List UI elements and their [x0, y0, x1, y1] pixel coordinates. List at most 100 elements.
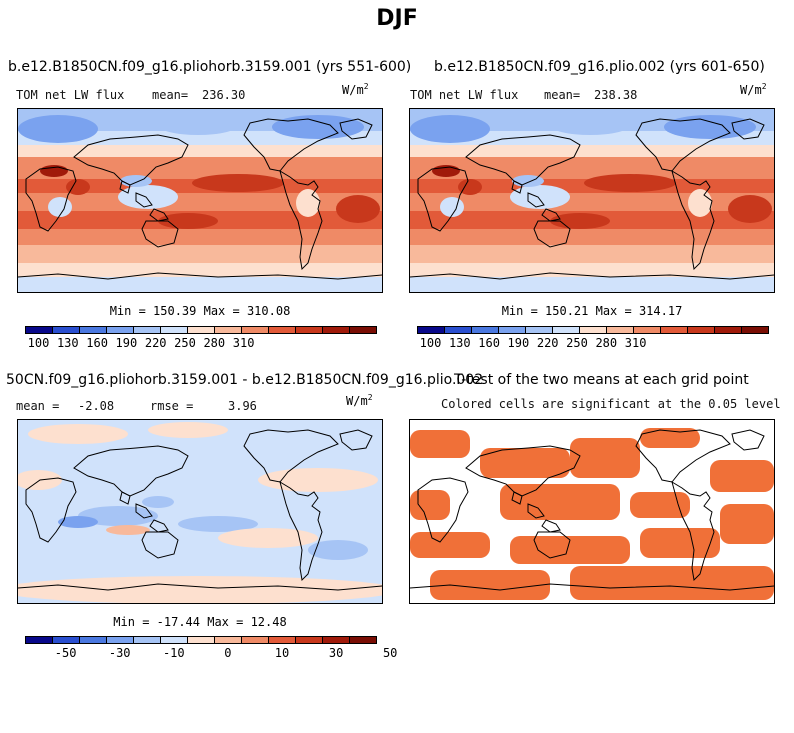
colorbar-swatch [553, 327, 580, 333]
coastline [635, 429, 731, 483]
panel1-variable: TOM net LW flux [16, 88, 125, 102]
colorbar-swatch [742, 327, 768, 333]
coastline [25, 477, 77, 543]
coastline [141, 531, 179, 559]
coastline [511, 491, 523, 505]
colorbar-tick-label: 100 [419, 336, 442, 350]
significant-region [430, 570, 550, 600]
panel2-mean-label: mean= [544, 88, 581, 102]
colorbar-swatch [188, 327, 215, 333]
coastline [671, 169, 715, 271]
panel4-subtitle: Colored cells are significant at the 0.0… [441, 397, 781, 411]
field-band [18, 277, 382, 292]
significant-region [410, 430, 470, 458]
colorbar-swatch [215, 327, 242, 333]
field-band [410, 277, 774, 292]
colorbar-swatch [526, 327, 553, 333]
significant-region [640, 428, 700, 448]
coastline [119, 180, 131, 194]
colorbar-swatch [242, 637, 269, 643]
field-blob [410, 115, 490, 143]
field-base [18, 420, 382, 603]
colorbar-tick-label: 220 [144, 336, 167, 350]
panel4-map [409, 419, 775, 604]
coastline [417, 166, 469, 232]
colorbar-swatch [661, 327, 688, 333]
coastline [671, 480, 715, 582]
colorbar-swatch [269, 327, 296, 333]
panel3-mean-value: -2.08 [78, 399, 115, 413]
field-blob [78, 506, 158, 526]
panel2-colorbar [417, 326, 769, 334]
colorbar-tick-label: 220 [536, 336, 559, 350]
panel1-colorbar [25, 326, 377, 334]
colorbar-swatch [688, 327, 715, 333]
coastline [243, 429, 339, 483]
significant-region [510, 536, 630, 564]
colorbar-tick-label: 190 [507, 336, 530, 350]
coastline [279, 169, 323, 271]
field-blob [308, 540, 368, 560]
significant-region [410, 532, 490, 558]
panel1-map [17, 108, 383, 293]
colorbar-swatch [134, 327, 161, 333]
colorbar-tick-label: 280 [203, 336, 226, 350]
panel1-colorbar-ticks: 100 130 160 190 220 250 280 310 [25, 336, 377, 350]
panel2-map-canvas [410, 109, 774, 292]
coastline [527, 192, 545, 208]
colorbar-swatch [715, 327, 742, 333]
field-band [18, 193, 382, 213]
colorbar-tick-label: -30 [108, 646, 131, 660]
coastline [410, 272, 774, 280]
panel1-units: W/m2 [342, 82, 369, 97]
coastline [465, 445, 581, 497]
panel3-colorbar-ticks: -50 -30 -10 0 10 30 50 [25, 646, 398, 660]
colorbar-tick-label: 0 [224, 646, 232, 660]
field-band [410, 157, 774, 181]
coastline [18, 583, 382, 591]
field-blob [510, 185, 570, 209]
colorbar-swatch [53, 327, 80, 333]
colorbar-swatch [634, 327, 661, 333]
field-blob [158, 115, 238, 135]
field-blob [120, 175, 152, 187]
field-band [18, 229, 382, 247]
panel2-mean-value: 238.38 [594, 88, 638, 102]
field-blob [118, 185, 178, 209]
colorbar-swatch [296, 637, 323, 643]
coastline [541, 208, 561, 222]
coastline [18, 272, 382, 280]
panel4-title: T-test of the two means at each grid poi… [454, 372, 749, 388]
coastline [731, 118, 765, 140]
colorbar-swatch [499, 327, 526, 333]
colorbar-tick-label: 100 [27, 336, 50, 350]
field-blob [192, 174, 284, 192]
panel3-rmse-label: rmse = [150, 399, 194, 413]
significant-region [640, 528, 720, 558]
coastline [511, 180, 523, 194]
field-band [18, 263, 382, 279]
colorbar-swatch [350, 327, 376, 333]
colorbar-tick-label: 130 [448, 336, 471, 350]
panel2-map [409, 108, 775, 293]
panel2-units: W/m2 [740, 82, 767, 97]
coastline [243, 118, 339, 172]
field-blob [664, 115, 756, 139]
field-blob [336, 195, 380, 223]
field-blob [728, 195, 772, 223]
colorbar-swatch [445, 327, 472, 333]
field-blob [584, 174, 676, 192]
colorbar-swatch [80, 327, 107, 333]
field-blob [296, 189, 320, 217]
colorbar-tick-label: 190 [115, 336, 138, 350]
coastline [731, 429, 765, 451]
panel3-title: 50CN.f09_g16.pliohorb.3159.001 - b.e12.B… [6, 372, 484, 388]
colorbar-swatch [188, 637, 215, 643]
colorbar-tick-label: 280 [595, 336, 618, 350]
field-blob [440, 197, 464, 217]
figure-title: DJF [376, 6, 418, 31]
significant-region [410, 490, 450, 520]
panel3-map-canvas [18, 420, 382, 603]
field-band [410, 245, 774, 265]
colorbar-swatch [350, 637, 376, 643]
